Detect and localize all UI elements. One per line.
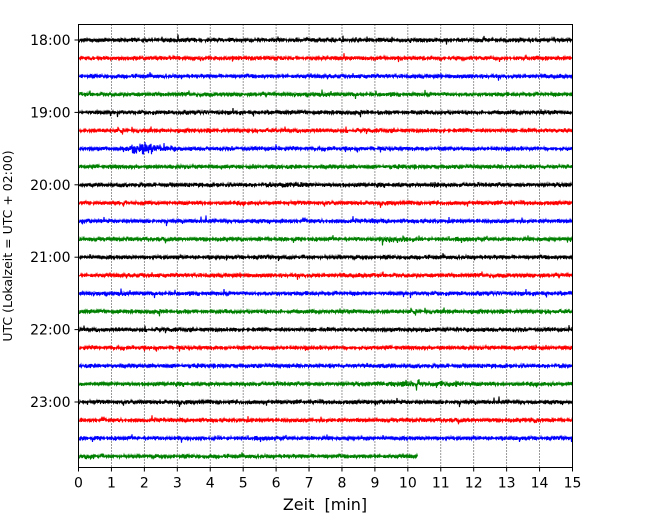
x-tick-label: 12 bbox=[465, 476, 483, 492]
trace-2000 bbox=[78, 181, 574, 189]
x-tick-label: 11 bbox=[432, 476, 450, 492]
trace-2130 bbox=[78, 288, 574, 299]
trace-1915 bbox=[78, 126, 574, 135]
trace-1830 bbox=[78, 72, 574, 81]
trace-2315 bbox=[78, 415, 574, 425]
x-tick-label: 7 bbox=[305, 476, 314, 492]
y-tick-label: 22:00 bbox=[30, 323, 70, 339]
trace-2230 bbox=[78, 362, 574, 370]
x-tick-label: 14 bbox=[531, 476, 549, 492]
x-tick-label: 5 bbox=[239, 476, 248, 492]
trace-2045 bbox=[78, 235, 574, 246]
trace-2145 bbox=[78, 307, 573, 317]
x-axis-ticks: 0 1 2 3 4 5 6 7 8 9 10 11 12 13 14 15 bbox=[74, 467, 582, 492]
trace-1845 bbox=[78, 89, 574, 100]
trace-2245 bbox=[78, 379, 574, 391]
trace-2330 bbox=[78, 434, 574, 443]
x-tick-label: 10 bbox=[399, 476, 417, 492]
plot-frame bbox=[78, 24, 573, 468]
x-tick-label: 0 bbox=[74, 476, 83, 492]
trace-1945 bbox=[78, 162, 574, 171]
y-tick-label: 21:00 bbox=[30, 250, 70, 266]
x-tick-label: 6 bbox=[272, 476, 281, 492]
y-tick-label: 19:00 bbox=[30, 105, 70, 121]
x-axis-label: Zeit [min] bbox=[283, 495, 367, 514]
trace-2215 bbox=[78, 343, 574, 352]
x-tick-label: 13 bbox=[498, 476, 516, 492]
x-tick-label: 2 bbox=[140, 476, 149, 492]
x-tick-label: 8 bbox=[338, 476, 347, 492]
x-tick-label: 9 bbox=[370, 476, 379, 492]
y-axis-label: UTC (Lokalzeit = UTC + 02:00) bbox=[0, 150, 15, 341]
trace-2100 bbox=[78, 253, 574, 262]
trace-group bbox=[78, 34, 574, 461]
trace-1815 bbox=[78, 53, 574, 63]
trace-1800 bbox=[78, 34, 574, 45]
x-tick-label: 3 bbox=[173, 476, 182, 492]
y-axis-ticks: 18:00 19:00 20:00 21:00 22:00 23:00 bbox=[30, 33, 79, 411]
trace-1900 bbox=[78, 108, 574, 118]
trace-1930 bbox=[78, 141, 574, 155]
trace-2300 bbox=[78, 396, 573, 408]
trace-2115 bbox=[78, 271, 574, 280]
vertical-grid bbox=[111, 24, 540, 468]
trace-2030 bbox=[78, 215, 574, 227]
y-tick-label: 23:00 bbox=[30, 395, 70, 411]
x-tick-label: 1 bbox=[107, 476, 116, 492]
x-tick-label: 4 bbox=[206, 476, 215, 492]
trace-2015 bbox=[78, 199, 574, 208]
y-tick-label: 20:00 bbox=[30, 178, 70, 194]
trace-2200 bbox=[78, 325, 574, 334]
y-tick-label: 18:00 bbox=[30, 33, 70, 49]
x-tick-label: 15 bbox=[564, 476, 582, 492]
trace-2345 bbox=[78, 452, 419, 461]
